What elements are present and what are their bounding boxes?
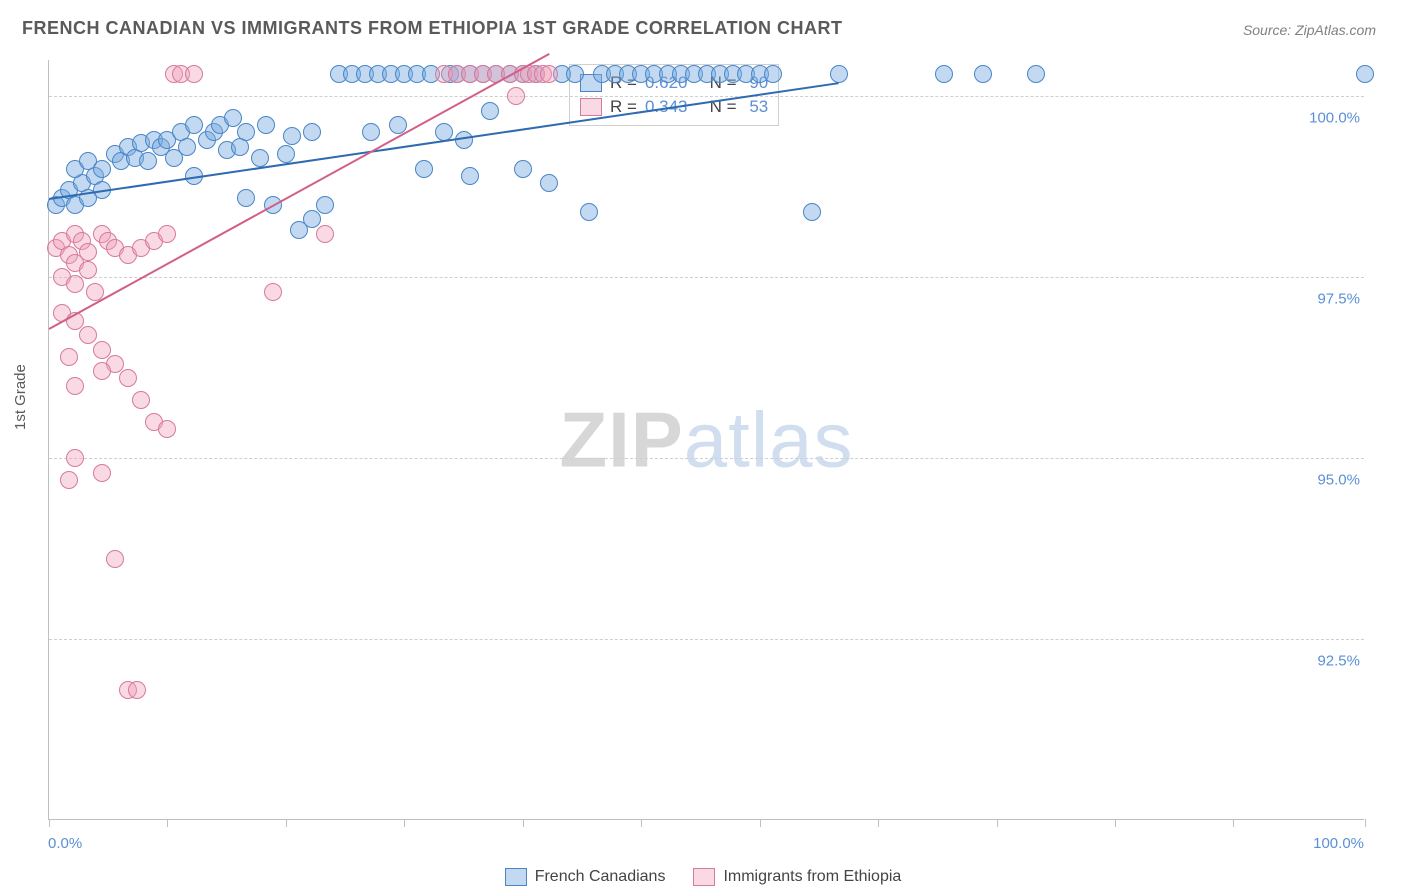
gridline — [49, 96, 1364, 97]
data-point — [224, 109, 242, 127]
legend-series: French Canadians Immigrants from Ethiopia — [0, 868, 1406, 886]
data-point — [580, 203, 598, 221]
data-point — [237, 123, 255, 141]
data-point — [362, 123, 380, 141]
watermark-zip: ZIP — [559, 395, 683, 483]
data-point — [303, 210, 321, 228]
data-point — [481, 102, 499, 120]
data-point — [79, 326, 97, 344]
data-point — [158, 420, 176, 438]
data-point — [128, 681, 146, 699]
data-point — [283, 127, 301, 145]
x-tick — [167, 819, 168, 827]
data-point — [764, 65, 782, 83]
data-point — [66, 449, 84, 467]
data-point — [540, 65, 558, 83]
watermark: ZIPatlas — [559, 394, 853, 485]
data-point — [158, 225, 176, 243]
data-point — [93, 341, 111, 359]
data-point — [106, 550, 124, 568]
y-tick-label: 92.5% — [1317, 653, 1366, 670]
legend-n-value: 53 — [749, 97, 768, 117]
data-point — [79, 243, 97, 261]
data-point — [178, 138, 196, 156]
chart-source: Source: ZipAtlas.com — [1243, 22, 1376, 38]
legend-item: French Canadians — [505, 868, 666, 886]
data-point — [79, 261, 97, 279]
data-point — [119, 369, 137, 387]
data-point — [514, 160, 532, 178]
data-point — [1356, 65, 1374, 83]
data-point — [540, 174, 558, 192]
data-point — [139, 152, 157, 170]
x-axis-max-label: 100.0% — [1313, 835, 1364, 852]
data-point — [1027, 65, 1045, 83]
x-tick — [997, 819, 998, 827]
data-point — [974, 65, 992, 83]
y-tick-label: 100.0% — [1309, 110, 1366, 127]
x-tick — [760, 819, 761, 827]
data-point — [461, 167, 479, 185]
data-point — [60, 348, 78, 366]
x-tick — [1365, 819, 1366, 827]
data-point — [257, 116, 275, 134]
x-tick — [286, 819, 287, 827]
x-tick — [878, 819, 879, 827]
data-point — [566, 65, 584, 83]
data-point — [66, 377, 84, 395]
data-point — [507, 87, 525, 105]
data-point — [60, 471, 78, 489]
x-tick — [641, 819, 642, 827]
data-point — [316, 225, 334, 243]
y-tick-label: 97.5% — [1317, 291, 1366, 308]
y-axis-label: 1st Grade — [12, 364, 29, 430]
data-point — [185, 116, 203, 134]
legend-label: Immigrants from Ethiopia — [723, 868, 901, 886]
y-tick-label: 95.0% — [1317, 472, 1366, 489]
x-tick — [49, 819, 50, 827]
x-tick — [404, 819, 405, 827]
gridline — [49, 277, 1364, 278]
chart-title: FRENCH CANADIAN VS IMMIGRANTS FROM ETHIO… — [22, 18, 843, 39]
data-point — [66, 275, 84, 293]
x-tick — [1233, 819, 1234, 827]
legend-swatch — [693, 868, 715, 886]
data-point — [132, 391, 150, 409]
legend-swatch — [505, 868, 527, 886]
data-point — [415, 160, 433, 178]
x-tick — [1115, 819, 1116, 827]
data-point — [93, 464, 111, 482]
data-point — [185, 65, 203, 83]
chart-plot-area: ZIPatlas R = 0.620 N = 90R = 0.343 N = 5… — [48, 60, 1364, 820]
data-point — [316, 196, 334, 214]
gridline — [49, 639, 1364, 640]
data-point — [251, 149, 269, 167]
data-point — [237, 189, 255, 207]
data-point — [803, 203, 821, 221]
trendline — [49, 53, 550, 330]
x-tick — [523, 819, 524, 827]
data-point — [303, 123, 321, 141]
legend-swatch — [580, 98, 602, 116]
legend-item: Immigrants from Ethiopia — [693, 868, 901, 886]
gridline — [49, 458, 1364, 459]
x-axis-min-label: 0.0% — [48, 835, 82, 852]
data-point — [935, 65, 953, 83]
data-point — [93, 160, 111, 178]
data-point — [830, 65, 848, 83]
data-point — [93, 362, 111, 380]
data-point — [277, 145, 295, 163]
legend-label: French Canadians — [535, 868, 666, 886]
watermark-atlas: atlas — [684, 395, 854, 483]
data-point — [264, 283, 282, 301]
